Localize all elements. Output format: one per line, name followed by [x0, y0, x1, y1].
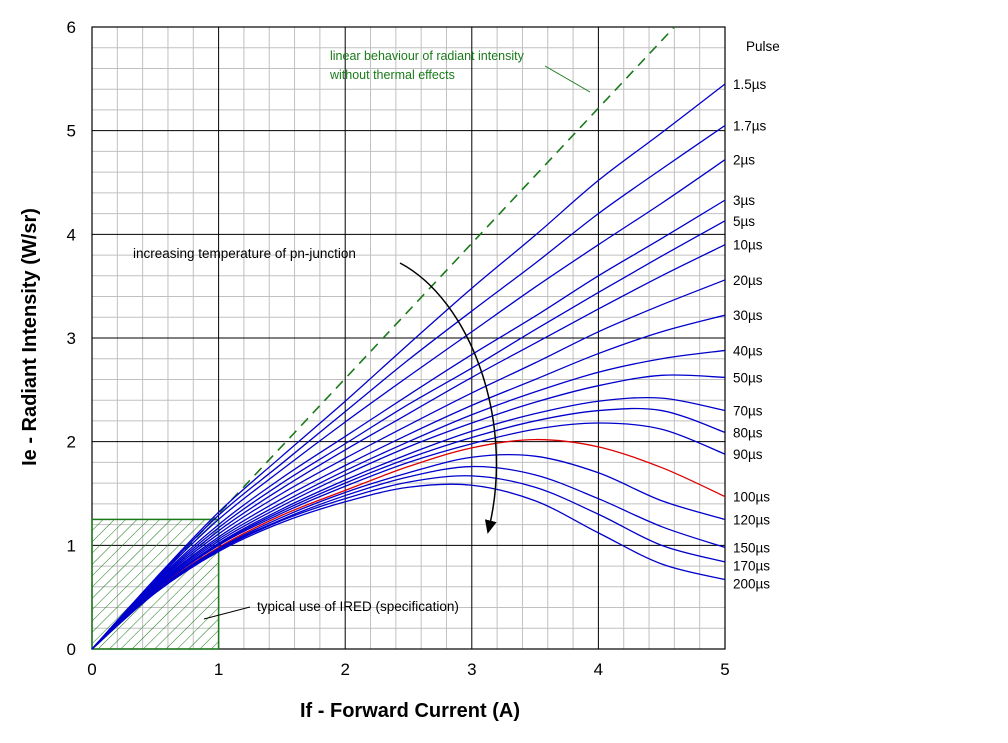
series-line [91, 453, 726, 650]
series-labels: 1.5µs 1.7µs 2µs 3µs 5µs 10µs 20µs 30µs 40µs 50µs 7… [733, 77, 770, 591]
series-label: 100µs [733, 490, 770, 505]
x-tick-label: 4 [594, 660, 603, 679]
series-label: 1.7µs [733, 119, 767, 134]
series-line [91, 199, 726, 650]
spec-note: typical use of IRED (specification) [257, 599, 459, 614]
series-label: 3µs [733, 193, 755, 208]
series-line [91, 83, 726, 650]
axis-ticks: 0 1 2 3 4 5 0 1 2 3 4 5 6 [67, 18, 730, 679]
series-line [91, 159, 726, 650]
series-label: 70µs [733, 404, 763, 419]
temperature-arrow [399, 262, 498, 534]
x-tick-label: 5 [720, 660, 729, 679]
series-lines [91, 83, 726, 650]
series-label: 80µs [733, 425, 763, 440]
y-tick-label: 5 [67, 122, 76, 141]
series-line [91, 220, 726, 650]
x-tick-label: 3 [467, 660, 476, 679]
series-line [91, 475, 726, 650]
y-axis-label: Ie - Radiant Intensity (W/sr) [19, 208, 41, 466]
series-label: 200µs [733, 576, 770, 591]
series-line [91, 314, 726, 650]
series-line [91, 244, 726, 650]
x-tick-label: 0 [87, 660, 96, 679]
y-tick-label: 6 [67, 18, 76, 37]
linear-reference-line [91, 26, 675, 650]
annotations: linear behaviour of radiant intensity wi… [133, 49, 591, 620]
x-tick-label: 2 [340, 660, 349, 679]
series-label: 30µs [733, 308, 763, 323]
series-label: 10µs [733, 238, 763, 253]
series-line [91, 124, 726, 650]
spec-note-leader [203, 606, 251, 620]
y-tick-label: 1 [67, 536, 76, 555]
series-label: 1.5µs [733, 77, 767, 92]
series-line [91, 374, 726, 650]
series-line [91, 279, 726, 650]
legend-title: Pulse [746, 39, 780, 54]
linear-note-leader [544, 65, 591, 93]
series-label: 150µs [733, 540, 770, 555]
series-label: 120µs [733, 512, 770, 527]
plot-frame [91, 26, 726, 650]
series-line [91, 407, 726, 650]
y-tick-label: 2 [67, 433, 76, 452]
series-line [91, 483, 726, 650]
series-line [91, 422, 726, 650]
linear-reference [91, 26, 675, 650]
series-label: 20µs [733, 273, 763, 288]
series-label: 90µs [733, 447, 763, 462]
series-label: 5µs [733, 214, 755, 229]
y-tick-label: 0 [67, 640, 76, 659]
series-line [91, 349, 726, 650]
linear-note-line2: without thermal effects [329, 68, 455, 82]
temperature-note: increasing temperature of pn-junction [133, 246, 356, 261]
y-tick-label: 4 [67, 225, 76, 244]
x-axis-label: If - Forward Current (A) [300, 700, 520, 722]
series-label: 50µs [733, 370, 763, 385]
series-label: 40µs [733, 343, 763, 358]
linear-note-line1: linear behaviour of radiant intensity [330, 49, 525, 63]
series-label: 2µs [733, 153, 755, 168]
x-tick-label: 1 [214, 660, 223, 679]
y-tick-label: 3 [67, 329, 76, 348]
series-label: 170µs [733, 558, 770, 573]
